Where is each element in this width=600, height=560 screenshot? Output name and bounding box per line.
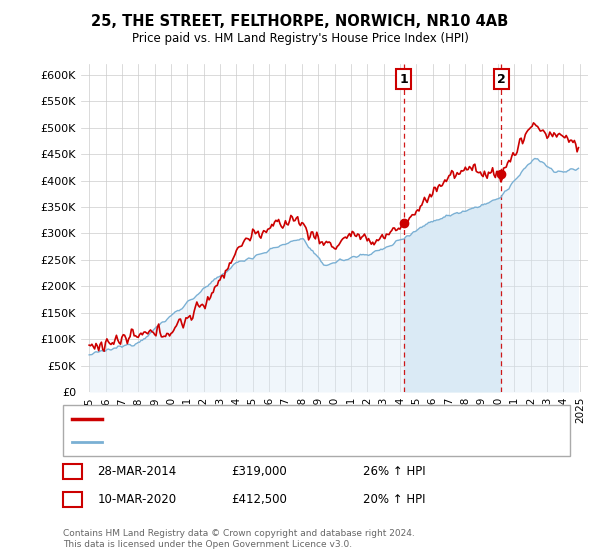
Text: 20% ↑ HPI: 20% ↑ HPI <box>363 493 425 506</box>
Text: Price paid vs. HM Land Registry's House Price Index (HPI): Price paid vs. HM Land Registry's House … <box>131 32 469 45</box>
Text: 2: 2 <box>497 73 506 86</box>
Text: £412,500: £412,500 <box>231 493 287 506</box>
Text: 10-MAR-2020: 10-MAR-2020 <box>97 493 176 506</box>
Text: 2: 2 <box>68 493 77 506</box>
Text: HPI: Average price, detached house, Broadland: HPI: Average price, detached house, Broa… <box>108 437 371 447</box>
Text: 28-MAR-2014: 28-MAR-2014 <box>97 465 176 478</box>
Text: Contains HM Land Registry data © Crown copyright and database right 2024.
This d: Contains HM Land Registry data © Crown c… <box>63 529 415 549</box>
Text: £319,000: £319,000 <box>231 465 287 478</box>
Text: 25, THE STREET, FELTHORPE, NORWICH, NR10 4AB (detached house): 25, THE STREET, FELTHORPE, NORWICH, NR10… <box>108 414 494 424</box>
Text: 26% ↑ HPI: 26% ↑ HPI <box>363 465 425 478</box>
Text: 25, THE STREET, FELTHORPE, NORWICH, NR10 4AB: 25, THE STREET, FELTHORPE, NORWICH, NR10… <box>91 14 509 29</box>
Text: 1: 1 <box>400 73 408 86</box>
Text: 1: 1 <box>68 465 77 478</box>
